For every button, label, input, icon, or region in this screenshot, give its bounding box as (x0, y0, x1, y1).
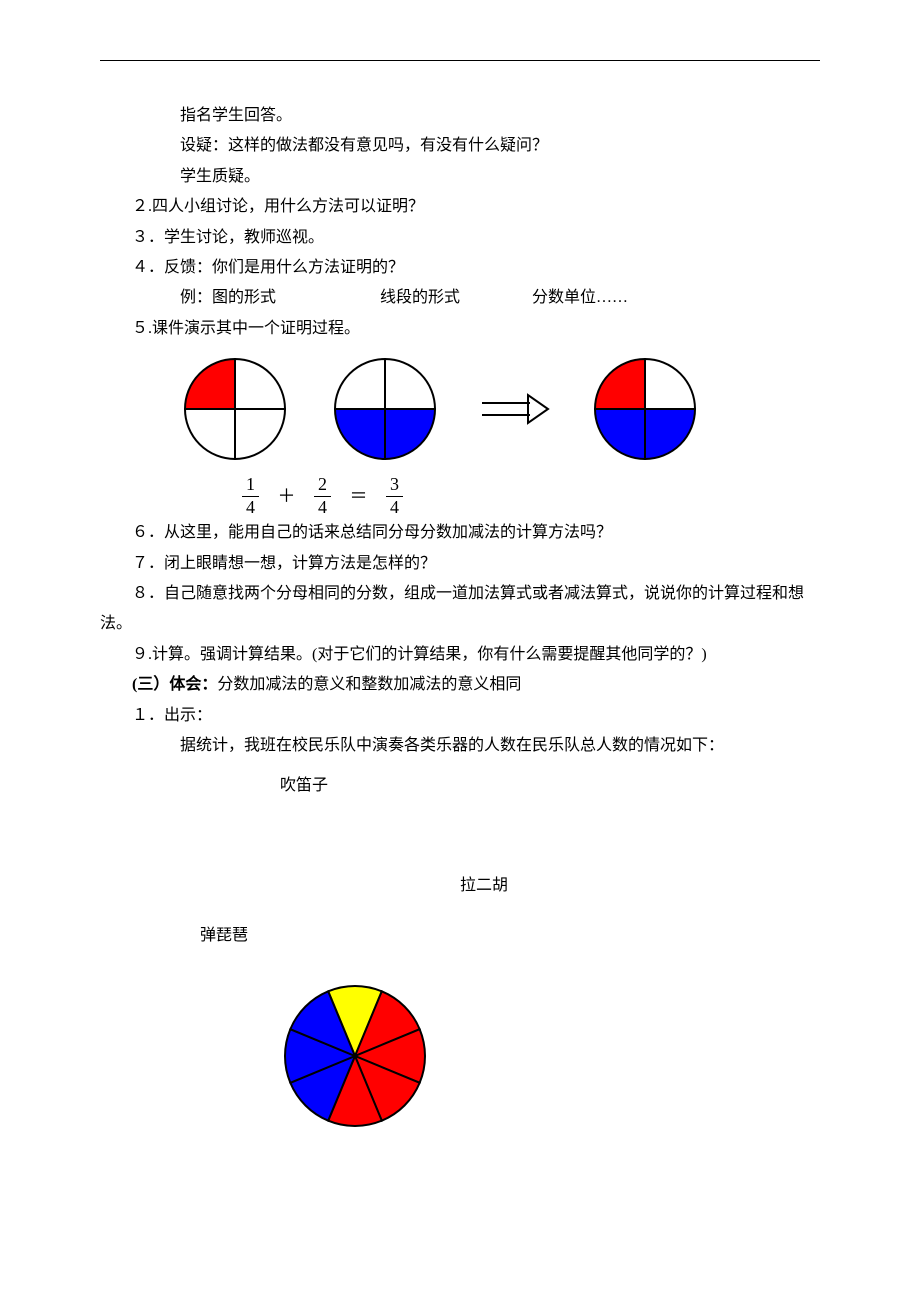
operator-equals: ＝ (338, 479, 380, 513)
text-line: 学生质疑。 (100, 162, 820, 192)
fraction-circle-2 (330, 354, 440, 464)
heading-label: (三）体会： (132, 676, 217, 693)
fraction-term: 1 4 (240, 474, 261, 518)
text-line: ２.四人小组讨论，用什么方法可以证明？ (100, 192, 820, 222)
fraction-term: 2 4 (312, 474, 333, 518)
text-line: ５.课件演示其中一个证明过程。 (100, 314, 820, 344)
fraction-circle-3 (590, 354, 700, 464)
text-line: ６．从这里，能用自己的话来总结同分母分数加减法的计算方法吗？ (100, 518, 820, 548)
example-part: 线段的形式 (380, 283, 460, 313)
pie-label-erhu: 拉二胡 (460, 871, 508, 901)
text-line: 指名学生回答。 (100, 101, 820, 131)
text-line: １．出示： (100, 701, 820, 731)
pie-label-flute: 吹笛子 (280, 771, 328, 801)
instruments-pie-chart (280, 981, 430, 1131)
text-line: 设疑：这样的做法都没有意见吗，有没有什么疑问？ (100, 131, 820, 161)
arrow-icon (480, 389, 550, 429)
example-part: 分数单位…… (532, 283, 628, 313)
top-divider (100, 60, 820, 61)
fraction-equation: 1 4 ＋ 2 4 ＝ 3 4 (100, 474, 820, 518)
pie-chart-section: 吹笛子 拉二胡 弹琵琶 (100, 771, 820, 1171)
example-line: 例：图的形式 线段的形式 分数单位…… (100, 283, 820, 313)
operator-plus: ＋ (266, 479, 308, 513)
text-line: ３．学生讨论，教师巡视。 (100, 223, 820, 253)
fraction-circle-1 (180, 354, 290, 464)
heading-text: 分数加减法的意义和整数加减法的意义相同 (217, 676, 521, 693)
fraction-circles-diagram (100, 354, 820, 464)
text-line: ７．闭上眼睛想一想，计算方法是怎样的？ (100, 549, 820, 579)
text-line: 据统计，我班在校民乐队中演奏各类乐器的人数在民乐队总人数的情况如下： (100, 731, 820, 761)
fraction-term: 3 4 (384, 474, 405, 518)
section-heading: (三）体会：分数加减法的意义和整数加减法的意义相同 (100, 670, 820, 700)
document-page: 指名学生回答。 设疑：这样的做法都没有意见吗，有没有什么疑问？ 学生质疑。 ２.… (0, 0, 920, 1302)
text-line: ４．反馈：你们是用什么方法证明的？ (100, 253, 820, 283)
pie-label-pipa: 弹琵琶 (200, 921, 248, 951)
example-part: 例：图的形式 (180, 283, 276, 313)
text-line: ９.计算。强调计算结果。(对于它们的计算结果，你有什么需要提醒其他同学的？) (100, 640, 820, 670)
text-line: ８．自己随意找两个分母相同的分数，组成一道加法算式或者减法算式，说说你的计算过程… (100, 579, 820, 640)
